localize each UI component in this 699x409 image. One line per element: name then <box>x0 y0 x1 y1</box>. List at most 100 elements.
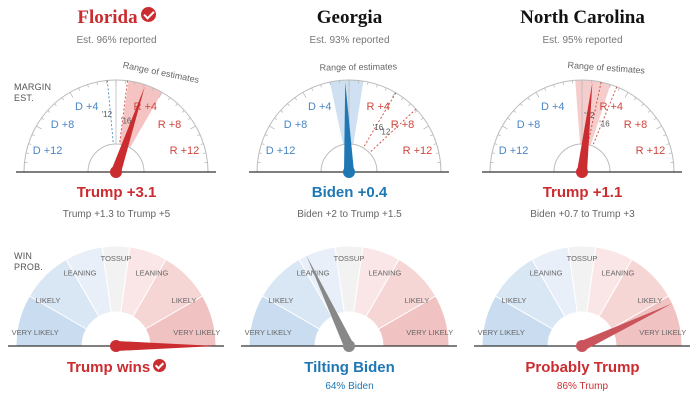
gauge-tick <box>264 134 268 137</box>
win-label: LEANING <box>297 268 330 277</box>
gauge-tick <box>202 152 207 154</box>
gauge-tick <box>200 143 204 145</box>
gauge-tick <box>666 143 670 145</box>
gauge-tick <box>78 87 81 91</box>
gauge-tick <box>320 84 322 88</box>
win-needle-hub <box>343 340 355 352</box>
gauge-tick <box>663 134 667 137</box>
margin-row-label-line1: MARGIN <box>14 82 52 92</box>
win-result-text: Trump wins <box>66 359 151 376</box>
reported-status: Est. 96% reported <box>76 35 157 46</box>
gauge-tick <box>535 92 540 98</box>
gauge-tick <box>287 103 290 107</box>
gauge-tick <box>544 87 547 91</box>
gauge-tick <box>167 97 171 101</box>
margin-label: D +8 <box>517 119 541 131</box>
gauge-tick <box>420 117 424 121</box>
gauge-tick <box>400 97 404 101</box>
gauge-tick <box>258 152 263 154</box>
margin-label: R +12 <box>636 145 666 157</box>
margin-needle <box>577 82 593 173</box>
gauge-tick <box>433 143 437 145</box>
state-title[interactable]: North Carolina <box>466 7 699 29</box>
margin-needle <box>344 82 354 173</box>
win-row-label-line1: WIN <box>14 251 33 261</box>
gauge-tick <box>513 110 517 113</box>
margin-label: R +4 <box>367 101 391 113</box>
reported-status: Est. 93% reported <box>309 35 390 46</box>
gauge-tick <box>175 103 178 107</box>
margin-label: D +4 <box>541 101 565 113</box>
win-label: LIKELY <box>638 296 663 305</box>
win-label: LEANING <box>64 268 97 277</box>
win-label: LIKELY <box>36 296 61 305</box>
gauge-tick <box>562 81 564 86</box>
past-result-label: '16 <box>373 123 384 132</box>
margin-label: R +4 <box>600 101 624 113</box>
win-label: TOSSUP <box>101 254 132 263</box>
gauge-tick <box>69 92 74 98</box>
win-result-text: Probably Trump <box>525 359 640 376</box>
past-result-label: '16 <box>599 120 610 129</box>
past-result-label: '12 <box>102 110 113 119</box>
reported-status: Est. 95% reported <box>542 35 623 46</box>
margin-range-text: Biden +0.7 to Trump +3 <box>530 209 635 220</box>
gauge-tick <box>47 110 51 113</box>
range-label: Range of estimates <box>319 61 397 72</box>
gauge-tick <box>28 143 32 145</box>
win-label: VERY LIKELY <box>173 328 220 337</box>
gauge-tick <box>269 125 275 130</box>
win-label: LEANING <box>368 268 401 277</box>
gauge-tick <box>96 81 98 86</box>
range-band <box>575 80 611 146</box>
state-title[interactable]: Georgia <box>233 7 466 29</box>
state-title[interactable]: Florida <box>0 7 233 29</box>
gauge-tick <box>668 152 673 154</box>
win-needle <box>579 303 673 351</box>
gauge-tick <box>408 103 411 107</box>
margin-result: Trump +3.1 <box>76 184 157 201</box>
win-label: LIKELY <box>269 296 294 305</box>
gauge-tick <box>497 134 501 137</box>
gauge-tick <box>653 117 657 121</box>
win-row-label-line2: PROB. <box>14 262 44 272</box>
gauge-tick <box>656 125 662 130</box>
gauge-tick <box>261 143 265 145</box>
win-result: Tilting Biden <box>233 359 466 376</box>
margin-label: R +12 <box>170 145 200 157</box>
win-label: LIKELY <box>502 296 527 305</box>
win-label: VERY LIKELY <box>406 328 453 337</box>
needle-hub <box>576 166 588 178</box>
win-label: VERY LIKELY <box>478 328 525 337</box>
gauge-tick <box>367 81 369 86</box>
gauge-tick <box>527 97 531 101</box>
gauge-tick <box>647 110 651 113</box>
gauge-tick <box>181 110 185 113</box>
gauge-tick <box>414 110 418 113</box>
gauge-tick <box>376 84 378 88</box>
win-result: Trump wins <box>0 359 233 376</box>
gauge-tick <box>423 125 429 130</box>
gauge-tick <box>633 97 637 101</box>
margin-range-text: Trump +1.3 to Trump +5 <box>62 209 171 220</box>
margin-result: Trump +1.1 <box>542 184 623 201</box>
win-gauge: VERY LIKELYLIKELYLEANINGTOSSUPLEANINGLIK… <box>241 245 457 352</box>
gauge-tick <box>25 152 30 154</box>
win-probability-text: 86% Trump <box>556 381 609 392</box>
win-label: TOSSUP <box>567 254 598 263</box>
state-name: Georgia <box>316 7 383 28</box>
gauge-tick <box>553 84 555 88</box>
win-label: TOSSUP <box>334 254 365 263</box>
margin-label: D +12 <box>266 145 296 157</box>
gauge-tick <box>329 81 331 86</box>
gauge-tick <box>294 97 298 101</box>
gauge-tick <box>507 117 511 121</box>
win-label: LIKELY <box>405 296 430 305</box>
margin-needle <box>111 86 145 174</box>
margin-label: D +4 <box>308 101 332 113</box>
win-label: VERY LIKELY <box>12 328 59 337</box>
margin-label: R +8 <box>624 119 648 131</box>
margin-label: D +12 <box>499 145 529 157</box>
